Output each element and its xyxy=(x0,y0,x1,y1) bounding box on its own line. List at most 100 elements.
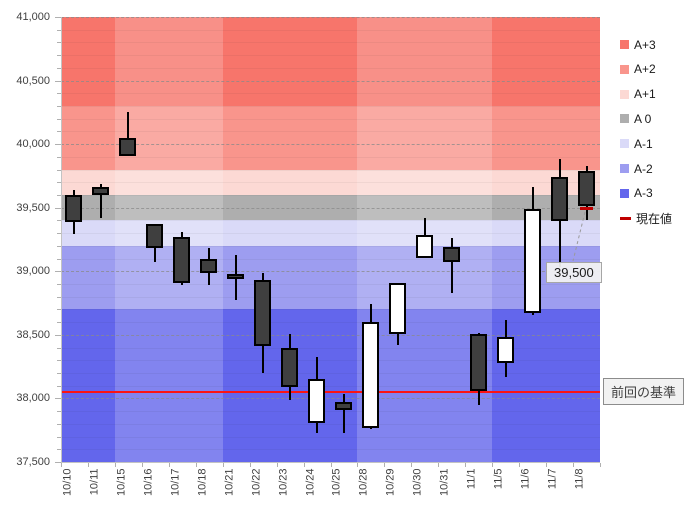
minor-gridline xyxy=(61,233,600,235)
y-major-tick xyxy=(55,271,61,273)
minor-gridline xyxy=(61,309,600,311)
x-axis-label: 10/25 xyxy=(330,468,343,497)
y-minor-tick xyxy=(57,347,61,349)
candle-body-11/5 xyxy=(497,336,514,363)
x-axis-label: 11/8 xyxy=(573,468,586,490)
y-minor-tick xyxy=(57,296,61,298)
band-A+2 xyxy=(61,106,600,170)
y-axis-label: 39,000 xyxy=(16,265,50,278)
x-tick xyxy=(141,463,143,467)
x-tick xyxy=(61,463,62,467)
major-gridline xyxy=(61,398,600,400)
minor-gridline xyxy=(61,93,600,95)
minor-gridline xyxy=(61,296,600,298)
x-tick xyxy=(600,463,601,467)
y-major-tick xyxy=(55,17,61,18)
y-minor-tick xyxy=(57,373,61,374)
legend-label: A-1 xyxy=(634,136,653,151)
x-axis-label: 10/30 xyxy=(411,468,424,497)
legend-item-A-2: A-2 xyxy=(620,161,653,176)
y-minor-tick xyxy=(57,385,61,387)
legend-label: 現在値 xyxy=(636,211,673,226)
y-minor-tick xyxy=(57,106,61,107)
candle-body-10/17 xyxy=(173,236,190,284)
x-axis-label: 10/21 xyxy=(223,468,236,497)
x-axis-label: 10/29 xyxy=(384,468,397,497)
x-tick xyxy=(330,463,332,467)
x-axis-label: 11/1 xyxy=(465,468,478,490)
candle-body-10/21 xyxy=(227,274,244,280)
minor-gridline xyxy=(61,220,600,222)
y-minor-tick xyxy=(57,42,61,44)
x-axis-label: 10/10 xyxy=(61,468,74,497)
x-tick xyxy=(384,463,386,467)
candle-body-10/28 xyxy=(362,321,379,429)
candle-wick-10/11 xyxy=(100,183,102,218)
y-major-tick xyxy=(55,462,61,463)
minor-gridline xyxy=(61,347,600,349)
candle-body-11/7 xyxy=(551,176,568,222)
candle-body-10/31 xyxy=(443,247,460,262)
major-gridline xyxy=(61,144,600,146)
y-minor-tick xyxy=(57,195,61,196)
minor-gridline xyxy=(61,156,600,158)
y-axis-label: 38,500 xyxy=(16,328,50,341)
x-tick xyxy=(573,463,575,467)
candle-body-10/15 xyxy=(119,137,136,156)
legend-swatch-icon xyxy=(620,64,629,74)
y-minor-tick xyxy=(57,411,61,413)
x-tick xyxy=(438,463,440,467)
minor-gridline xyxy=(61,55,600,57)
legend-label: A-2 xyxy=(634,161,653,176)
legend-swatch-icon xyxy=(620,139,629,149)
x-tick xyxy=(222,463,224,467)
legend-item-A+1: A+1 xyxy=(620,87,656,101)
band-A-2 xyxy=(61,245,600,310)
y-major-tick xyxy=(55,207,61,209)
y-axis-label: 41,000 xyxy=(16,11,50,23)
y-minor-tick xyxy=(57,118,61,120)
y-minor-tick xyxy=(57,449,61,451)
minor-gridline xyxy=(61,385,600,387)
minor-gridline xyxy=(61,182,600,184)
y-axis-label: 38,000 xyxy=(16,392,50,405)
minor-gridline xyxy=(61,423,600,425)
candle-body-10/24 xyxy=(308,379,325,423)
legend-item-A-3: A-3 xyxy=(620,186,653,200)
candle-wick-10/15 xyxy=(127,112,129,157)
y-minor-tick xyxy=(57,436,61,438)
baseline-label: 前回の基準 xyxy=(603,378,685,405)
minor-gridline xyxy=(61,245,600,247)
x-axis-label: 10/23 xyxy=(277,468,290,497)
x-tick xyxy=(195,463,197,467)
y-minor-tick xyxy=(57,322,61,324)
major-gridline xyxy=(61,271,600,273)
y-axis-label: 40,500 xyxy=(16,74,50,87)
minor-gridline xyxy=(61,169,600,171)
x-tick xyxy=(303,463,305,467)
legend-swatch-icon xyxy=(620,164,629,173)
legend-swatch-icon xyxy=(620,188,629,198)
y-minor-tick xyxy=(57,258,61,260)
y-minor-tick xyxy=(57,29,61,31)
candle-body-10/23 xyxy=(281,347,298,387)
candle-body-10/22 xyxy=(254,280,271,347)
minor-gridline xyxy=(61,284,600,285)
current-value-callout: 39,500 xyxy=(546,262,602,283)
major-gridline xyxy=(61,80,600,82)
minor-gridline xyxy=(61,195,600,196)
x-axis-label: 10/31 xyxy=(438,468,451,497)
candle-body-11/8 xyxy=(578,171,595,206)
candle-body-10/29 xyxy=(389,283,406,334)
legend-item-A0: A 0 xyxy=(620,112,651,126)
y-minor-tick xyxy=(57,67,61,69)
x-axis-label: 11/7 xyxy=(546,468,559,490)
y-major-tick xyxy=(55,80,61,82)
x-tick xyxy=(114,463,116,467)
minor-gridline xyxy=(61,449,600,451)
y-minor-tick xyxy=(57,284,61,285)
y-minor-tick xyxy=(57,360,61,362)
minor-gridline xyxy=(61,411,600,413)
legend-item-A-1: A-1 xyxy=(620,136,653,151)
minor-gridline xyxy=(61,258,600,260)
